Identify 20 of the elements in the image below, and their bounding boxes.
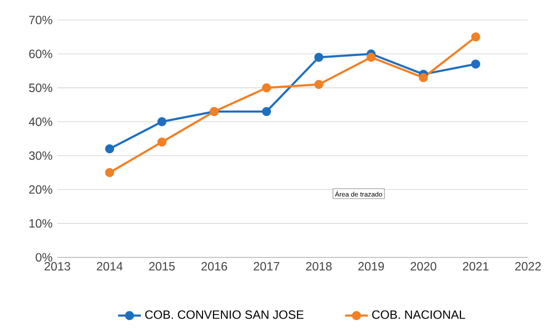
legend-label: COB. NACIONAL	[372, 310, 466, 319]
x-tick-label: 2020	[410, 262, 436, 271]
y-tick-label: 40%	[28, 117, 52, 126]
legend-label: COB. CONVENIO SAN JOSE	[145, 310, 304, 319]
x-tick-label: 2021	[462, 262, 488, 271]
y-tick-label: 30%	[29, 151, 52, 160]
x-tick-label: 2013	[44, 262, 70, 271]
y-tick-label: 70%	[29, 16, 52, 24]
x-tick-label: 2022	[515, 262, 541, 271]
y-tick-label: 20%	[29, 185, 52, 194]
x-tick-label: 2019	[358, 262, 384, 271]
x-tick-label: 2016	[201, 262, 228, 271]
y-tick-label: 60%	[29, 50, 52, 58]
y-tick-label: 10%	[30, 219, 52, 228]
x-tick-label: 2015	[149, 262, 175, 271]
x-tick-label: 2017	[254, 262, 280, 271]
x-tick-label: 2018	[306, 262, 332, 271]
x-tick-label: 2014	[96, 262, 123, 271]
y-tick-label: 0%	[36, 253, 52, 262]
y-tick-label: 50%	[29, 84, 52, 92]
